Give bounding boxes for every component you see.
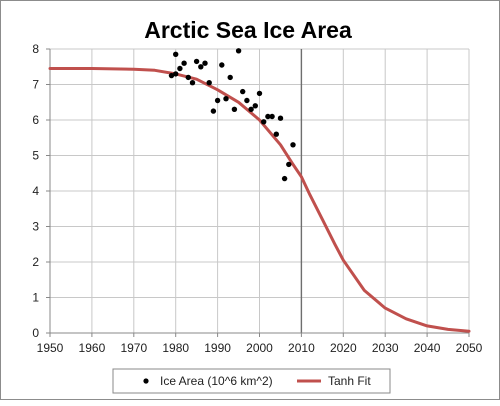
ice-area-point <box>189 80 196 86</box>
ice-area-point <box>231 106 238 113</box>
y-tick-label: 4 <box>32 184 39 198</box>
ice-area-point <box>252 103 258 109</box>
plot-axes <box>49 49 469 334</box>
x-tick-label: 2010 <box>288 341 315 355</box>
ice-area-point <box>173 71 179 77</box>
ice-area-point <box>235 48 242 54</box>
x-tick-labels: 1950 1960 1970 1980 1990 2000 2010 2020 2030 2040… <box>37 341 483 355</box>
ice-area-point <box>248 106 254 113</box>
y-tick-label: 6 <box>32 113 39 127</box>
ice-area-point <box>256 90 263 97</box>
y-tick-labels: 0 1 2 3 4 5 6 7 8 <box>32 42 39 340</box>
tanh-fit-line <box>48 67 471 333</box>
x-tick-label: 2020 <box>330 341 357 355</box>
ice-area-point <box>227 74 233 81</box>
x-tick-label: 2050 <box>456 341 483 355</box>
y-tick-label: 7 <box>32 78 39 92</box>
x-tick-label: 1990 <box>204 341 231 355</box>
x-tick-label: 2040 <box>414 341 441 355</box>
x-tick-label: 1960 <box>79 341 106 355</box>
ice-area-point <box>193 58 200 65</box>
ice-area-point <box>181 60 187 66</box>
ice-area-point <box>273 131 279 137</box>
ice-area-point <box>223 96 229 102</box>
ice-area-point <box>277 115 284 121</box>
ice-area-point <box>244 97 250 104</box>
ice-area-point <box>206 80 212 86</box>
ice-area-point <box>168 72 175 79</box>
ice-area-point <box>281 175 288 182</box>
legend-box <box>112 368 391 394</box>
ice-area-point <box>198 64 204 70</box>
ice-area-point <box>286 161 292 168</box>
y-tick-label: 0 <box>32 326 39 340</box>
tanh-fit-series <box>48 67 471 333</box>
x-tick-label: 2000 <box>246 341 273 355</box>
ice-area-point <box>265 113 271 120</box>
y-tick-label: 5 <box>32 149 39 163</box>
x-tick-label: 2030 <box>372 341 399 355</box>
legend-tanh-fit-label: Tanh Fit <box>328 374 371 388</box>
x-tick-label: 1950 <box>37 341 64 355</box>
x-tick-label: 1970 <box>120 341 147 355</box>
ice-area-point <box>173 51 179 57</box>
legend-ice-area-label: Ice Area (10^6 km^2) <box>160 374 273 388</box>
y-tick-label: 1 <box>32 291 39 305</box>
ice-area-point <box>214 97 221 104</box>
ice-area-point <box>240 88 246 95</box>
ice-area-series <box>168 48 296 182</box>
x-tick-label: 1980 <box>162 341 189 355</box>
y-tick-label: 2 <box>32 255 39 269</box>
ice-area-point <box>202 60 208 66</box>
ice-area-point <box>269 113 275 120</box>
ice-area-point <box>219 62 225 68</box>
ice-area-point <box>290 142 296 148</box>
legend: Ice Area (10^6 km^2) Tanh Fit <box>112 368 391 394</box>
y-tick-label: 8 <box>32 42 39 56</box>
ice-area-point <box>261 119 267 125</box>
ice-area-point <box>210 108 217 114</box>
legend-ice-area-marker <box>143 378 149 384</box>
ice-area-point <box>177 65 183 72</box>
ice-area-point <box>185 74 191 81</box>
y-tick-label: 3 <box>32 220 39 234</box>
chart-title: Arctic Sea Ice Area <box>144 17 352 43</box>
